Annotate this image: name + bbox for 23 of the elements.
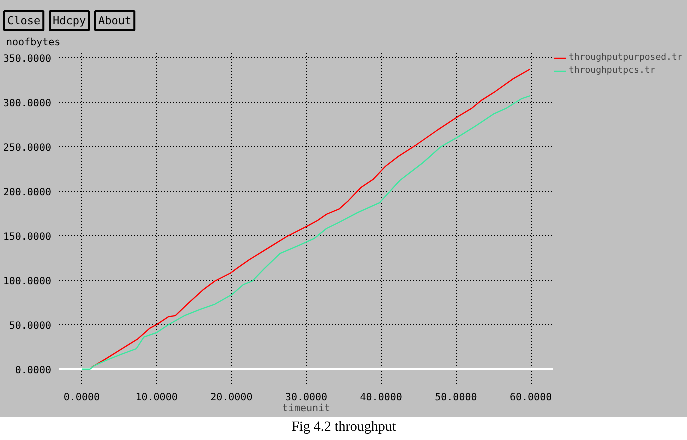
caption: Fig 4.2 throughput	[292, 420, 396, 435]
x-tick-label: 40.0000	[360, 392, 402, 404]
x-tick-label: 30.0000	[285, 392, 328, 404]
y-tick-label: 350.0000	[3, 54, 52, 65]
x-axis-title: timeunit	[282, 404, 331, 414]
text: Hdcpy	[53, 14, 86, 28]
text: About	[98, 14, 132, 28]
y-tick-label: 250.0000	[3, 142, 52, 154]
y-tick-label: 100.0000	[3, 276, 52, 288]
x-tick-label: 20.0000	[210, 392, 253, 404]
y-tick-label: 200.0000	[3, 187, 52, 198]
y-tick-label: 0.0000	[15, 365, 52, 376]
y-tick-label: 150.0000	[3, 232, 52, 243]
x-tick-label: 50.0000	[435, 392, 478, 404]
legend-label: throughputpcs.tr	[569, 66, 656, 76]
y-axis-title: noofbytes	[6, 38, 61, 48]
x-tick-label: 60.0000	[510, 392, 552, 404]
y-tick-label: 50.0000	[9, 320, 52, 332]
y-tick-label: 300.0000	[3, 98, 52, 110]
legend-label: throughputpurposed.tr	[569, 53, 683, 63]
x-tick-label: 10.0000	[136, 392, 178, 404]
x-tick-label: 0.0000	[64, 392, 100, 404]
text: Close	[8, 14, 41, 28]
